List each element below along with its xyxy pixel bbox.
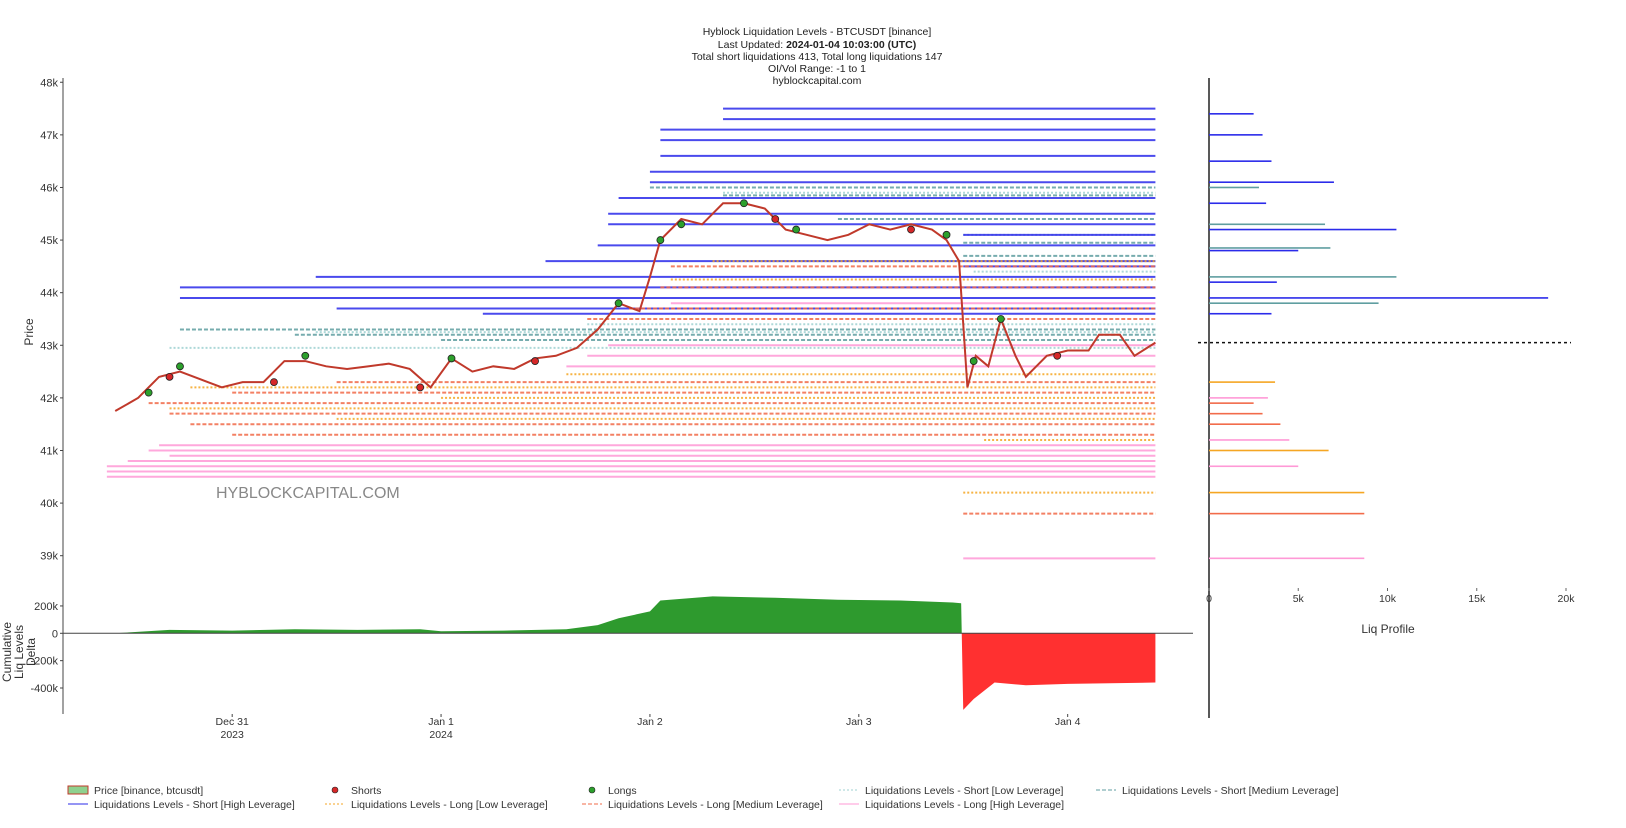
legend-label: Liquidations Levels - Short [Medium Leve… xyxy=(1122,785,1339,797)
profile-bar xyxy=(1209,297,1549,299)
y-tick-label: -200k xyxy=(30,656,58,668)
profile-bar xyxy=(1209,423,1281,425)
x-tick-year: 2024 xyxy=(429,729,453,741)
legend-swatch xyxy=(67,785,89,795)
last-updated-label: Last Updated: xyxy=(718,39,783,51)
x-tick-label: 20k xyxy=(1558,593,1576,605)
profile-bar xyxy=(1209,449,1329,452)
profile-bar xyxy=(1209,160,1272,162)
trade-marker xyxy=(1053,351,1062,360)
legend-label: Price [binance, btcusdt] xyxy=(94,785,203,797)
trade-marker xyxy=(677,220,686,229)
x-tick-label: 15k xyxy=(1468,593,1486,605)
y-tick-label: 0 xyxy=(52,628,58,640)
x-tick-label: Jan 1 xyxy=(428,716,454,728)
legend-label: Liquidations Levels - Long [Medium Lever… xyxy=(608,799,823,811)
trade-marker xyxy=(176,362,184,371)
profile-bar xyxy=(1209,249,1299,252)
trade-marker xyxy=(416,383,425,392)
y-tick-label: 44k xyxy=(40,288,58,300)
trade-marker xyxy=(531,357,539,365)
legend-label: Liquidations Levels - Short [Low Leverag… xyxy=(865,785,1064,797)
legend-swatch xyxy=(331,786,339,794)
trade-marker xyxy=(270,378,278,387)
y-tick-label: -400k xyxy=(30,683,58,695)
profile-bar xyxy=(1209,281,1277,283)
profile-bar xyxy=(1209,512,1365,515)
profile-bar xyxy=(1209,228,1397,231)
profile-bar xyxy=(1209,247,1331,249)
y-axis-label: Cumulative xyxy=(0,622,14,682)
profile-bar xyxy=(1209,439,1290,441)
trade-marker xyxy=(656,236,665,244)
y-tick-label: 47k xyxy=(40,130,58,142)
source: hyblockcapital.com xyxy=(773,75,862,87)
legend-label: Shorts xyxy=(351,785,381,797)
trade-marker xyxy=(301,351,310,360)
legend-label: Liquidations Levels - Short [High Levera… xyxy=(94,799,295,811)
x-tick-label: 0 xyxy=(1206,593,1212,605)
profile-bar xyxy=(1209,402,1254,404)
profile-bar xyxy=(1209,557,1365,560)
profile-bar xyxy=(1209,397,1268,399)
profile-bar xyxy=(1209,202,1267,205)
trade-marker xyxy=(614,299,623,308)
y-tick-label: 39k xyxy=(40,551,58,563)
trade-marker xyxy=(771,215,780,223)
profile-bar xyxy=(1209,491,1365,494)
y-tick-label: 42k xyxy=(40,393,58,405)
y-tick-label: 45k xyxy=(40,235,58,247)
range-note: OI/Vol Range: -1 to 1 xyxy=(768,63,866,75)
y-axis-label: Price xyxy=(22,318,36,346)
y-tick-label: 200k xyxy=(34,601,58,613)
trade-marker xyxy=(996,315,1005,323)
profile-bar xyxy=(1209,181,1334,184)
y-tick-label: 43k xyxy=(40,340,58,352)
x-tick-label: Jan 2 xyxy=(637,716,663,728)
legend-label: Longs xyxy=(608,785,637,797)
trade-marker xyxy=(942,230,951,239)
last-updated-value: 2024-01-04 10:03:00 (UTC) xyxy=(786,39,916,51)
legend-swatch xyxy=(588,786,596,794)
profile-bar xyxy=(1209,412,1263,415)
chart-title: Hyblock Liquidation Levels - BTCUSDT [bi… xyxy=(703,26,932,38)
profile-bar xyxy=(1209,276,1397,278)
y-tick-label: 41k xyxy=(40,445,58,457)
y-axis-label: Delta xyxy=(24,638,38,666)
x-tick-year: 2023 xyxy=(221,729,245,741)
profile-bar xyxy=(1209,113,1254,115)
y-tick-label: 46k xyxy=(40,182,58,194)
profile-bar xyxy=(1209,223,1326,226)
profile-bar xyxy=(1209,381,1276,383)
x-tick-label: Dec 31 xyxy=(216,716,249,728)
y-tick-label: 48k xyxy=(40,77,58,89)
trade-marker xyxy=(792,225,801,234)
profile-bar xyxy=(1209,186,1259,189)
profile-label: Liq Profile xyxy=(1361,622,1415,636)
watermark: HYBLOCKCAPITAL.COM xyxy=(216,485,400,502)
delta-area xyxy=(115,596,1156,710)
y-tick-label: 40k xyxy=(40,498,58,510)
x-tick-label: 5k xyxy=(1293,593,1305,605)
trade-marker xyxy=(165,372,174,381)
legend-label: Liquidations Levels - Long [Low Leverage… xyxy=(351,799,548,811)
profile-bar xyxy=(1209,302,1379,304)
trade-marker xyxy=(907,225,915,234)
profile-bar xyxy=(1209,134,1263,136)
last-updated: Last Updated: 2024-01-04 10:03:00 (UTC) xyxy=(718,39,916,51)
y-axis-label: Liq Levels xyxy=(12,625,26,679)
profile-bar xyxy=(1209,312,1272,315)
trade-marker xyxy=(144,388,153,397)
x-tick-label: Jan 3 xyxy=(846,716,872,728)
trade-marker xyxy=(969,357,978,365)
x-tick-label: Jan 4 xyxy=(1055,716,1081,728)
trade-marker xyxy=(447,354,456,363)
summary: Total short liquidations 413, Total long… xyxy=(692,51,943,63)
price-line xyxy=(114,202,1156,412)
legend-label: Liquidations Levels - Long [High Leverag… xyxy=(865,799,1064,811)
trade-marker xyxy=(740,199,748,208)
x-tick-label: 10k xyxy=(1379,593,1397,605)
profile-bar xyxy=(1209,465,1299,468)
